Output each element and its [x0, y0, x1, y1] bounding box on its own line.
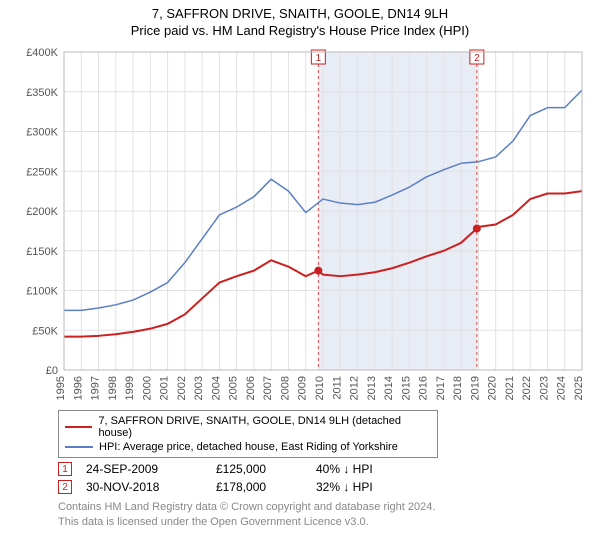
svg-text:£150K: £150K: [26, 246, 58, 258]
legend-label-hpi: HPI: Average price, detached house, East…: [99, 441, 398, 453]
event-price: £178,000: [216, 480, 316, 494]
svg-text:2005: 2005: [228, 376, 240, 400]
svg-text:1998: 1998: [107, 376, 119, 400]
svg-text:1995: 1995: [55, 376, 67, 400]
svg-text:2012: 2012: [349, 376, 361, 400]
event-date: 30-NOV-2018: [86, 480, 216, 494]
event-price: £125,000: [216, 462, 316, 476]
svg-text:2013: 2013: [366, 376, 378, 400]
event-marker-1: 1: [58, 462, 72, 476]
svg-text:£50K: £50K: [32, 325, 58, 337]
event-marker-2: 2: [58, 480, 72, 494]
legend: 7, SAFFRON DRIVE, SNAITH, GOOLE, DN14 9L…: [58, 410, 438, 458]
svg-text:£400K: £400K: [26, 47, 58, 59]
chart-container: 7, SAFFRON DRIVE, SNAITH, GOOLE, DN14 9L…: [0, 0, 600, 560]
svg-text:2017: 2017: [435, 376, 447, 400]
svg-text:2014: 2014: [383, 376, 395, 400]
svg-text:2007: 2007: [262, 376, 274, 400]
svg-text:£200K: £200K: [26, 206, 58, 218]
svg-text:2019: 2019: [469, 376, 481, 400]
chart-title-1: 7, SAFFRON DRIVE, SNAITH, GOOLE, DN14 9L…: [10, 6, 590, 21]
chart-svg: £0 £50K £100K £150K £200K £250K £300K £350K £400…: [10, 44, 590, 404]
svg-text:2024: 2024: [556, 376, 568, 400]
svg-text:2023: 2023: [538, 376, 550, 400]
svg-text:£250K: £250K: [26, 166, 58, 178]
svg-text:2009: 2009: [297, 376, 309, 400]
svg-text:£350K: £350K: [26, 87, 58, 99]
svg-text:2021: 2021: [504, 376, 516, 400]
event-row: 1 24-SEP-2009 £125,000 40% ↓ HPI: [58, 462, 590, 476]
svg-text:2006: 2006: [245, 376, 257, 400]
event-row: 2 30-NOV-2018 £178,000 32% ↓ HPI: [58, 480, 590, 494]
event-hpi: 40% ↓ HPI: [316, 462, 436, 476]
legend-swatch-property: [65, 426, 92, 428]
chart-title-2: Price paid vs. HM Land Registry's House …: [10, 23, 590, 38]
svg-text:£100K: £100K: [26, 286, 58, 298]
svg-text:2010: 2010: [314, 376, 326, 400]
svg-text:£0: £0: [46, 365, 58, 377]
svg-text:2022: 2022: [521, 376, 533, 400]
legend-row: HPI: Average price, detached house, East…: [65, 440, 431, 454]
svg-text:2018: 2018: [452, 376, 464, 400]
svg-text:1999: 1999: [124, 376, 136, 400]
svg-text:2015: 2015: [400, 376, 412, 400]
svg-text:2004: 2004: [210, 376, 222, 400]
svg-text:1: 1: [316, 53, 322, 64]
svg-text:2008: 2008: [279, 376, 291, 400]
footer-line-1: Contains HM Land Registry data © Crown c…: [58, 500, 590, 515]
svg-text:2025: 2025: [573, 376, 585, 400]
svg-text:2002: 2002: [176, 376, 188, 400]
svg-text:£300K: £300K: [26, 127, 58, 139]
svg-text:2011: 2011: [331, 376, 343, 400]
svg-text:2000: 2000: [141, 376, 153, 400]
footer-attribution: Contains HM Land Registry data © Crown c…: [58, 500, 590, 530]
event-hpi: 32% ↓ HPI: [316, 480, 436, 494]
legend-swatch-hpi: [65, 446, 93, 448]
legend-label-property: 7, SAFFRON DRIVE, SNAITH, GOOLE, DN14 9L…: [98, 415, 431, 439]
svg-text:2016: 2016: [418, 376, 430, 400]
chart-plot-area: £0 £50K £100K £150K £200K £250K £300K £350K £400…: [10, 44, 590, 404]
svg-text:2020: 2020: [487, 376, 499, 400]
svg-text:1997: 1997: [90, 376, 102, 400]
legend-row: 7, SAFFRON DRIVE, SNAITH, GOOLE, DN14 9L…: [65, 414, 431, 440]
footer-line-2: This data is licensed under the Open Gov…: [58, 515, 590, 530]
svg-text:2: 2: [474, 53, 480, 64]
svg-text:2001: 2001: [159, 376, 171, 400]
svg-text:2003: 2003: [193, 376, 205, 400]
event-date: 24-SEP-2009: [86, 462, 216, 476]
svg-text:1996: 1996: [72, 376, 84, 400]
